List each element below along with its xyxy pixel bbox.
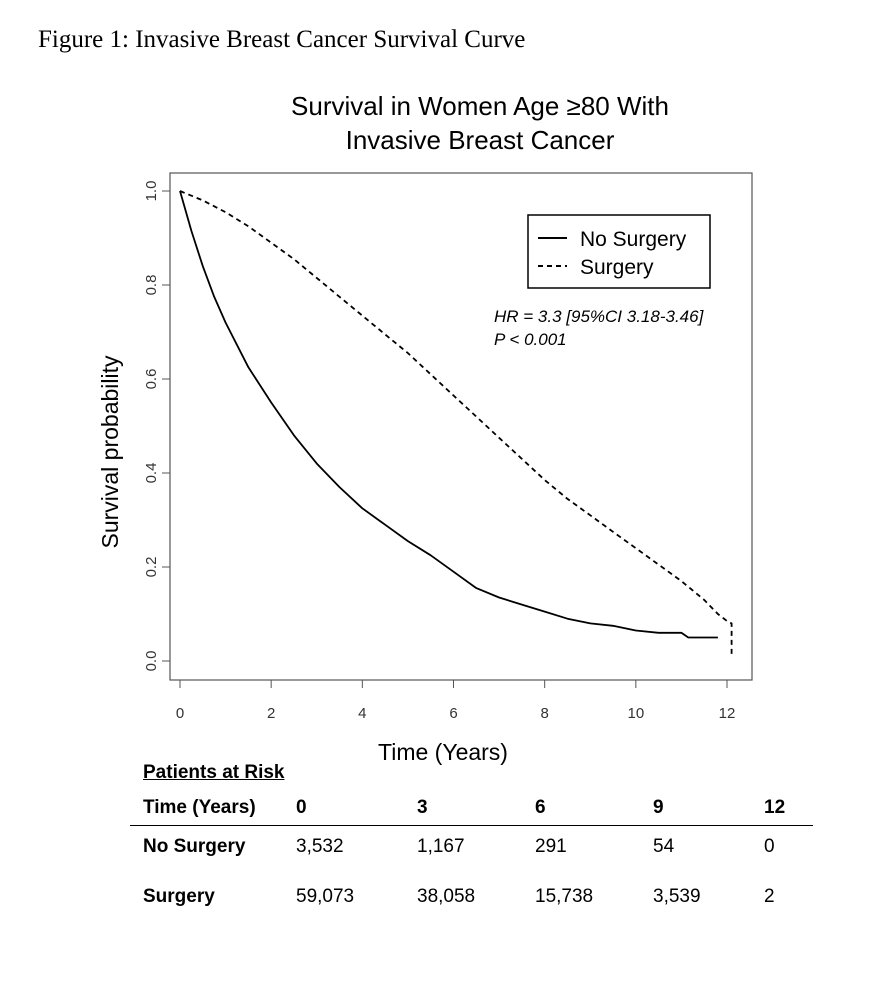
risk-row-no-surgery: No Surgery 3,532 1,167 291 54 0	[0, 836, 884, 862]
y-tick-label: 0.0	[143, 651, 160, 672]
risk-cell: 1,167	[417, 836, 465, 857]
figure-caption: Figure 1: Invasive Breast Cancer Surviva…	[38, 26, 526, 53]
x-axis: 0 2 4 6 8 10 12	[176, 679, 736, 722]
risk-cell: 3,532	[296, 836, 344, 857]
risk-time-0: 0	[296, 797, 307, 818]
risk-time-3: 3	[417, 797, 428, 818]
risk-row-surgery: Surgery 59,073 38,058 15,738 3,539 2	[0, 886, 884, 912]
legend: No Surgery Surgery	[527, 214, 711, 289]
risk-table-header-row: Time (Years) 0 3 6 9 12	[0, 797, 884, 823]
risk-cell: 59,073	[296, 886, 355, 907]
p-value-annotation: P < 0.001	[494, 330, 567, 349]
risk-table-title: Patients at Risk	[143, 762, 285, 783]
y-axis: 0.0 0.2 0.4 0.6 0.8 1.0	[143, 181, 171, 672]
series-line-no-surgery	[179, 190, 718, 639]
risk-cell: 54	[653, 836, 675, 857]
risk-cell: 15,738	[535, 886, 594, 907]
x-tick-label: 8	[540, 705, 548, 722]
x-tick-label: 2	[267, 705, 275, 722]
chart-title-line-2: Invasive Breast Cancer	[346, 125, 615, 155]
y-tick-label: 1.0	[143, 181, 160, 202]
risk-time-12: 12	[764, 797, 786, 818]
series-line-surgery	[179, 190, 733, 657]
risk-cell: 2	[764, 886, 775, 907]
x-tick-label: 12	[719, 705, 736, 722]
risk-cell: 3,539	[653, 886, 701, 907]
y-tick-label: 0.2	[143, 557, 160, 578]
risk-row-label: Surgery	[143, 886, 215, 907]
x-tick-label: 10	[627, 705, 644, 722]
x-axis-label: Time (Years)	[378, 739, 508, 765]
risk-table-divider	[130, 825, 813, 826]
legend-box	[527, 214, 711, 289]
x-tick-label: 4	[358, 705, 366, 722]
y-tick-label: 0.8	[143, 275, 160, 296]
y-axis-label: Survival probability	[97, 355, 123, 549]
risk-cell: 0	[764, 836, 775, 857]
risk-time-6: 6	[535, 797, 546, 818]
x-tick-label: 0	[176, 705, 184, 722]
risk-cell: 38,058	[417, 886, 476, 907]
x-tick-label: 6	[449, 705, 457, 722]
risk-time-9: 9	[653, 797, 664, 818]
legend-label-surgery: Surgery	[580, 256, 654, 279]
y-tick-label: 0.6	[143, 369, 160, 390]
chart-title-line-1: Survival in Women Age ≥80 With	[291, 91, 669, 121]
legend-label-no-surgery: No Surgery	[580, 228, 687, 251]
risk-cell: 291	[535, 836, 567, 857]
series-layer	[179, 190, 733, 657]
y-tick-label: 0.4	[143, 463, 160, 484]
risk-header-label: Time (Years)	[143, 797, 256, 818]
hazard-ratio-annotation: HR = 3.3 [95%CI 3.18-3.46]	[494, 307, 705, 326]
risk-row-label: No Surgery	[143, 836, 246, 857]
